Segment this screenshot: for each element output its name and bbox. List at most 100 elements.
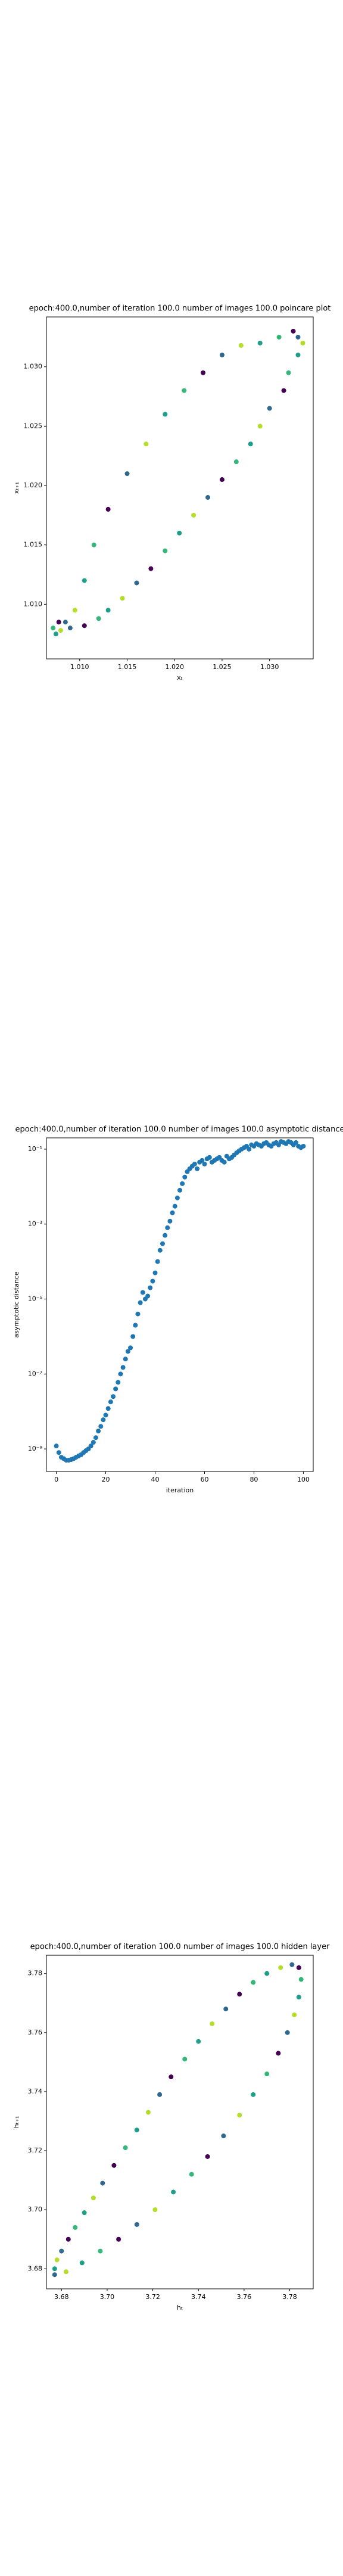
point xyxy=(296,1995,301,2000)
point xyxy=(140,1290,145,1295)
point xyxy=(223,2006,229,2012)
point xyxy=(52,2266,57,2272)
point xyxy=(155,1259,160,1264)
y-tick-label: 3.68 xyxy=(28,2264,43,2272)
point xyxy=(296,1965,301,1970)
x-tick-label: 0 xyxy=(54,1476,58,1483)
point xyxy=(52,2272,57,2278)
x-tick-label: 1.030 xyxy=(260,663,279,671)
x-tick-label: 80 xyxy=(250,1476,258,1483)
point xyxy=(289,1962,295,1967)
point xyxy=(165,1225,170,1230)
point xyxy=(238,343,244,348)
y-tick-label: 10⁻³ xyxy=(28,1220,42,1228)
point xyxy=(63,620,68,625)
point xyxy=(264,1971,270,1976)
y-axis-label: hₜ₊₁ xyxy=(13,2116,20,2128)
point xyxy=(160,1241,165,1246)
point xyxy=(103,1413,108,1418)
y-tick-label: 1.025 xyxy=(24,422,43,430)
y-tick-label: 10⁻⁵ xyxy=(28,1295,42,1303)
point xyxy=(91,542,96,547)
point xyxy=(91,2195,96,2201)
point xyxy=(163,1233,168,1238)
y-tick-label: 3.78 xyxy=(28,1970,43,1977)
point xyxy=(116,2236,121,2242)
point xyxy=(182,1174,188,1180)
point xyxy=(72,608,77,613)
point xyxy=(157,2092,163,2097)
point xyxy=(51,626,56,631)
point xyxy=(82,2210,87,2216)
point xyxy=(163,412,168,417)
point xyxy=(105,1406,111,1411)
point xyxy=(278,1965,283,1970)
point xyxy=(82,623,87,629)
point xyxy=(219,352,224,357)
point xyxy=(257,424,263,429)
y-tick-label: 3.74 xyxy=(28,2087,43,2095)
x-tick-label: 1.025 xyxy=(213,663,232,671)
point xyxy=(123,2145,128,2151)
point xyxy=(105,506,111,512)
x-axis-label: hₜ xyxy=(177,2304,183,2311)
point xyxy=(267,406,272,411)
point xyxy=(118,1371,123,1377)
point xyxy=(96,616,101,621)
point xyxy=(58,628,63,633)
y-tick-label: 1.010 xyxy=(24,600,43,608)
y-tick-label: 3.72 xyxy=(28,2146,43,2154)
point xyxy=(205,494,211,500)
point xyxy=(96,1429,101,1434)
point xyxy=(123,1357,128,1362)
point xyxy=(152,1270,158,1275)
point xyxy=(292,2012,297,2018)
x-axis-label: iteration xyxy=(166,1486,194,1494)
point xyxy=(233,459,239,465)
point xyxy=(125,1349,130,1354)
point xyxy=(100,2180,105,2186)
y-tick-label: 1.030 xyxy=(24,363,43,371)
x-tick-label: 3.72 xyxy=(145,2293,160,2301)
x-tick-label: 20 xyxy=(102,1476,110,1483)
point xyxy=(59,2248,64,2254)
point xyxy=(134,580,139,586)
point xyxy=(91,1440,96,1445)
point xyxy=(210,2021,215,2026)
point xyxy=(285,2030,290,2035)
point xyxy=(148,566,154,571)
point xyxy=(177,1187,182,1193)
point xyxy=(295,334,301,340)
point xyxy=(82,578,87,583)
point xyxy=(56,620,61,625)
point xyxy=(144,441,149,447)
point xyxy=(98,1424,104,1429)
point xyxy=(157,1247,163,1253)
x-tick-label: 3.74 xyxy=(191,2293,206,2301)
point xyxy=(222,1159,227,1165)
point xyxy=(196,2039,201,2044)
point xyxy=(54,1443,59,1449)
point xyxy=(295,352,301,357)
point xyxy=(66,2236,71,2242)
plot-frame xyxy=(46,1955,314,2289)
point xyxy=(248,441,253,447)
x-tick-label: 40 xyxy=(151,1476,160,1483)
x-tick-label: 1.010 xyxy=(70,663,89,671)
plot-frame xyxy=(46,316,314,659)
point xyxy=(150,1278,155,1284)
point xyxy=(111,1394,116,1399)
point xyxy=(201,370,206,375)
point xyxy=(170,1210,175,1215)
point xyxy=(54,2257,60,2263)
x-tick-label: 1.015 xyxy=(118,663,137,671)
point xyxy=(177,530,182,536)
point xyxy=(113,1386,119,1392)
point xyxy=(251,2092,256,2097)
point xyxy=(120,596,125,601)
point xyxy=(145,2110,151,2115)
point xyxy=(237,2113,242,2118)
x-axis-label: xₜ xyxy=(177,674,183,682)
